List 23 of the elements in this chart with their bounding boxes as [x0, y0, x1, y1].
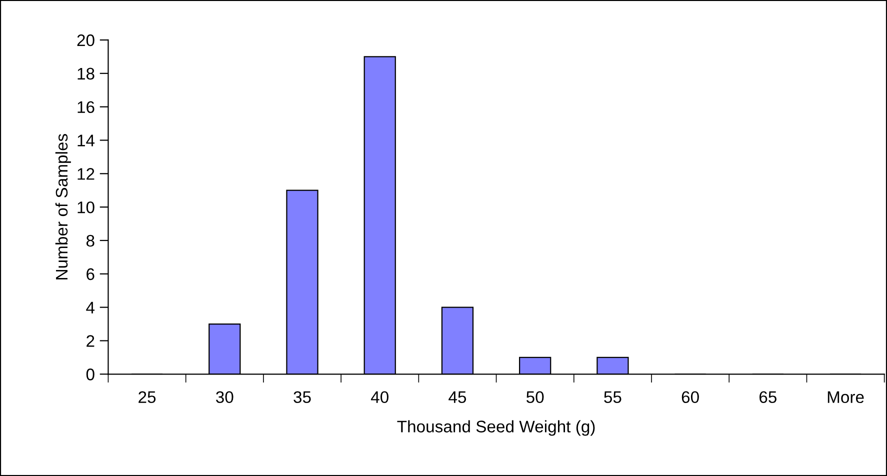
y-tick-label: 12 — [78, 168, 94, 180]
x-tick-label: More — [828, 391, 864, 404]
x-tick-label: 50 — [526, 391, 544, 404]
y-axis-title: Number of Samples — [55, 134, 71, 280]
x-tick-label: 65 — [760, 391, 776, 404]
x-tick-label: 45 — [448, 391, 466, 404]
x-tick-label: 40 — [370, 391, 388, 404]
y-tick-label: 20 — [77, 34, 94, 46]
y-tick-label: 10 — [78, 201, 94, 214]
x-tick-label: 30 — [216, 391, 234, 404]
y-tick-label: 18 — [78, 68, 94, 80]
y-tick-label: 4 — [86, 302, 95, 314]
x-axis-title: Thousand Seed Weight (g) — [397, 420, 595, 436]
x-tick-label: 35 — [294, 391, 311, 404]
x-tick-label: 60 — [682, 391, 699, 404]
y-tick-label: 6 — [86, 268, 94, 280]
y-tick-label: 14 — [78, 134, 95, 146]
y-tick-label: 8 — [86, 234, 94, 247]
x-tick-label: 55 — [604, 391, 622, 404]
y-tick-label: 16 — [78, 101, 94, 114]
x-tick-label: 25 — [138, 391, 156, 404]
y-tick-label: 2 — [86, 335, 94, 347]
y-tick-label: 0 — [86, 368, 94, 380]
